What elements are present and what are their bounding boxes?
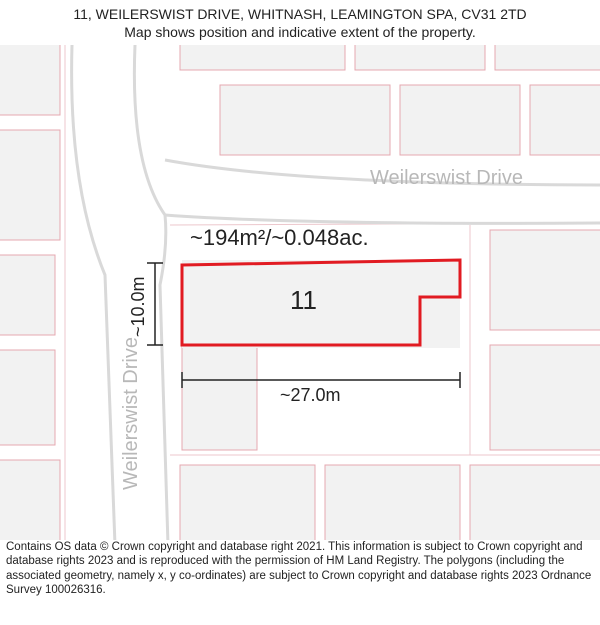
- plot-number: 11: [290, 285, 317, 316]
- copyright-footer: Contains OS data © Crown copyright and d…: [6, 540, 594, 598]
- height-dimension-label: ~10.0m: [128, 276, 149, 337]
- subtitle-line: Map shows position and indicative extent…: [0, 23, 600, 41]
- address-line: 11, WEILERSWIST DRIVE, WHITNASH, LEAMING…: [0, 5, 600, 23]
- width-dimension-label: ~27.0m: [280, 385, 341, 406]
- street-label-vertical: Weilerswist Drive: [120, 337, 143, 490]
- street-label-horizontal: Weilerswist Drive: [370, 167, 523, 190]
- header: 11, WEILERSWIST DRIVE, WHITNASH, LEAMING…: [0, 5, 600, 41]
- map-canvas: Weilerswist Drive Weilerswist Drive ~194…: [0, 45, 600, 540]
- area-label: ~194m²/~0.048ac.: [190, 225, 369, 251]
